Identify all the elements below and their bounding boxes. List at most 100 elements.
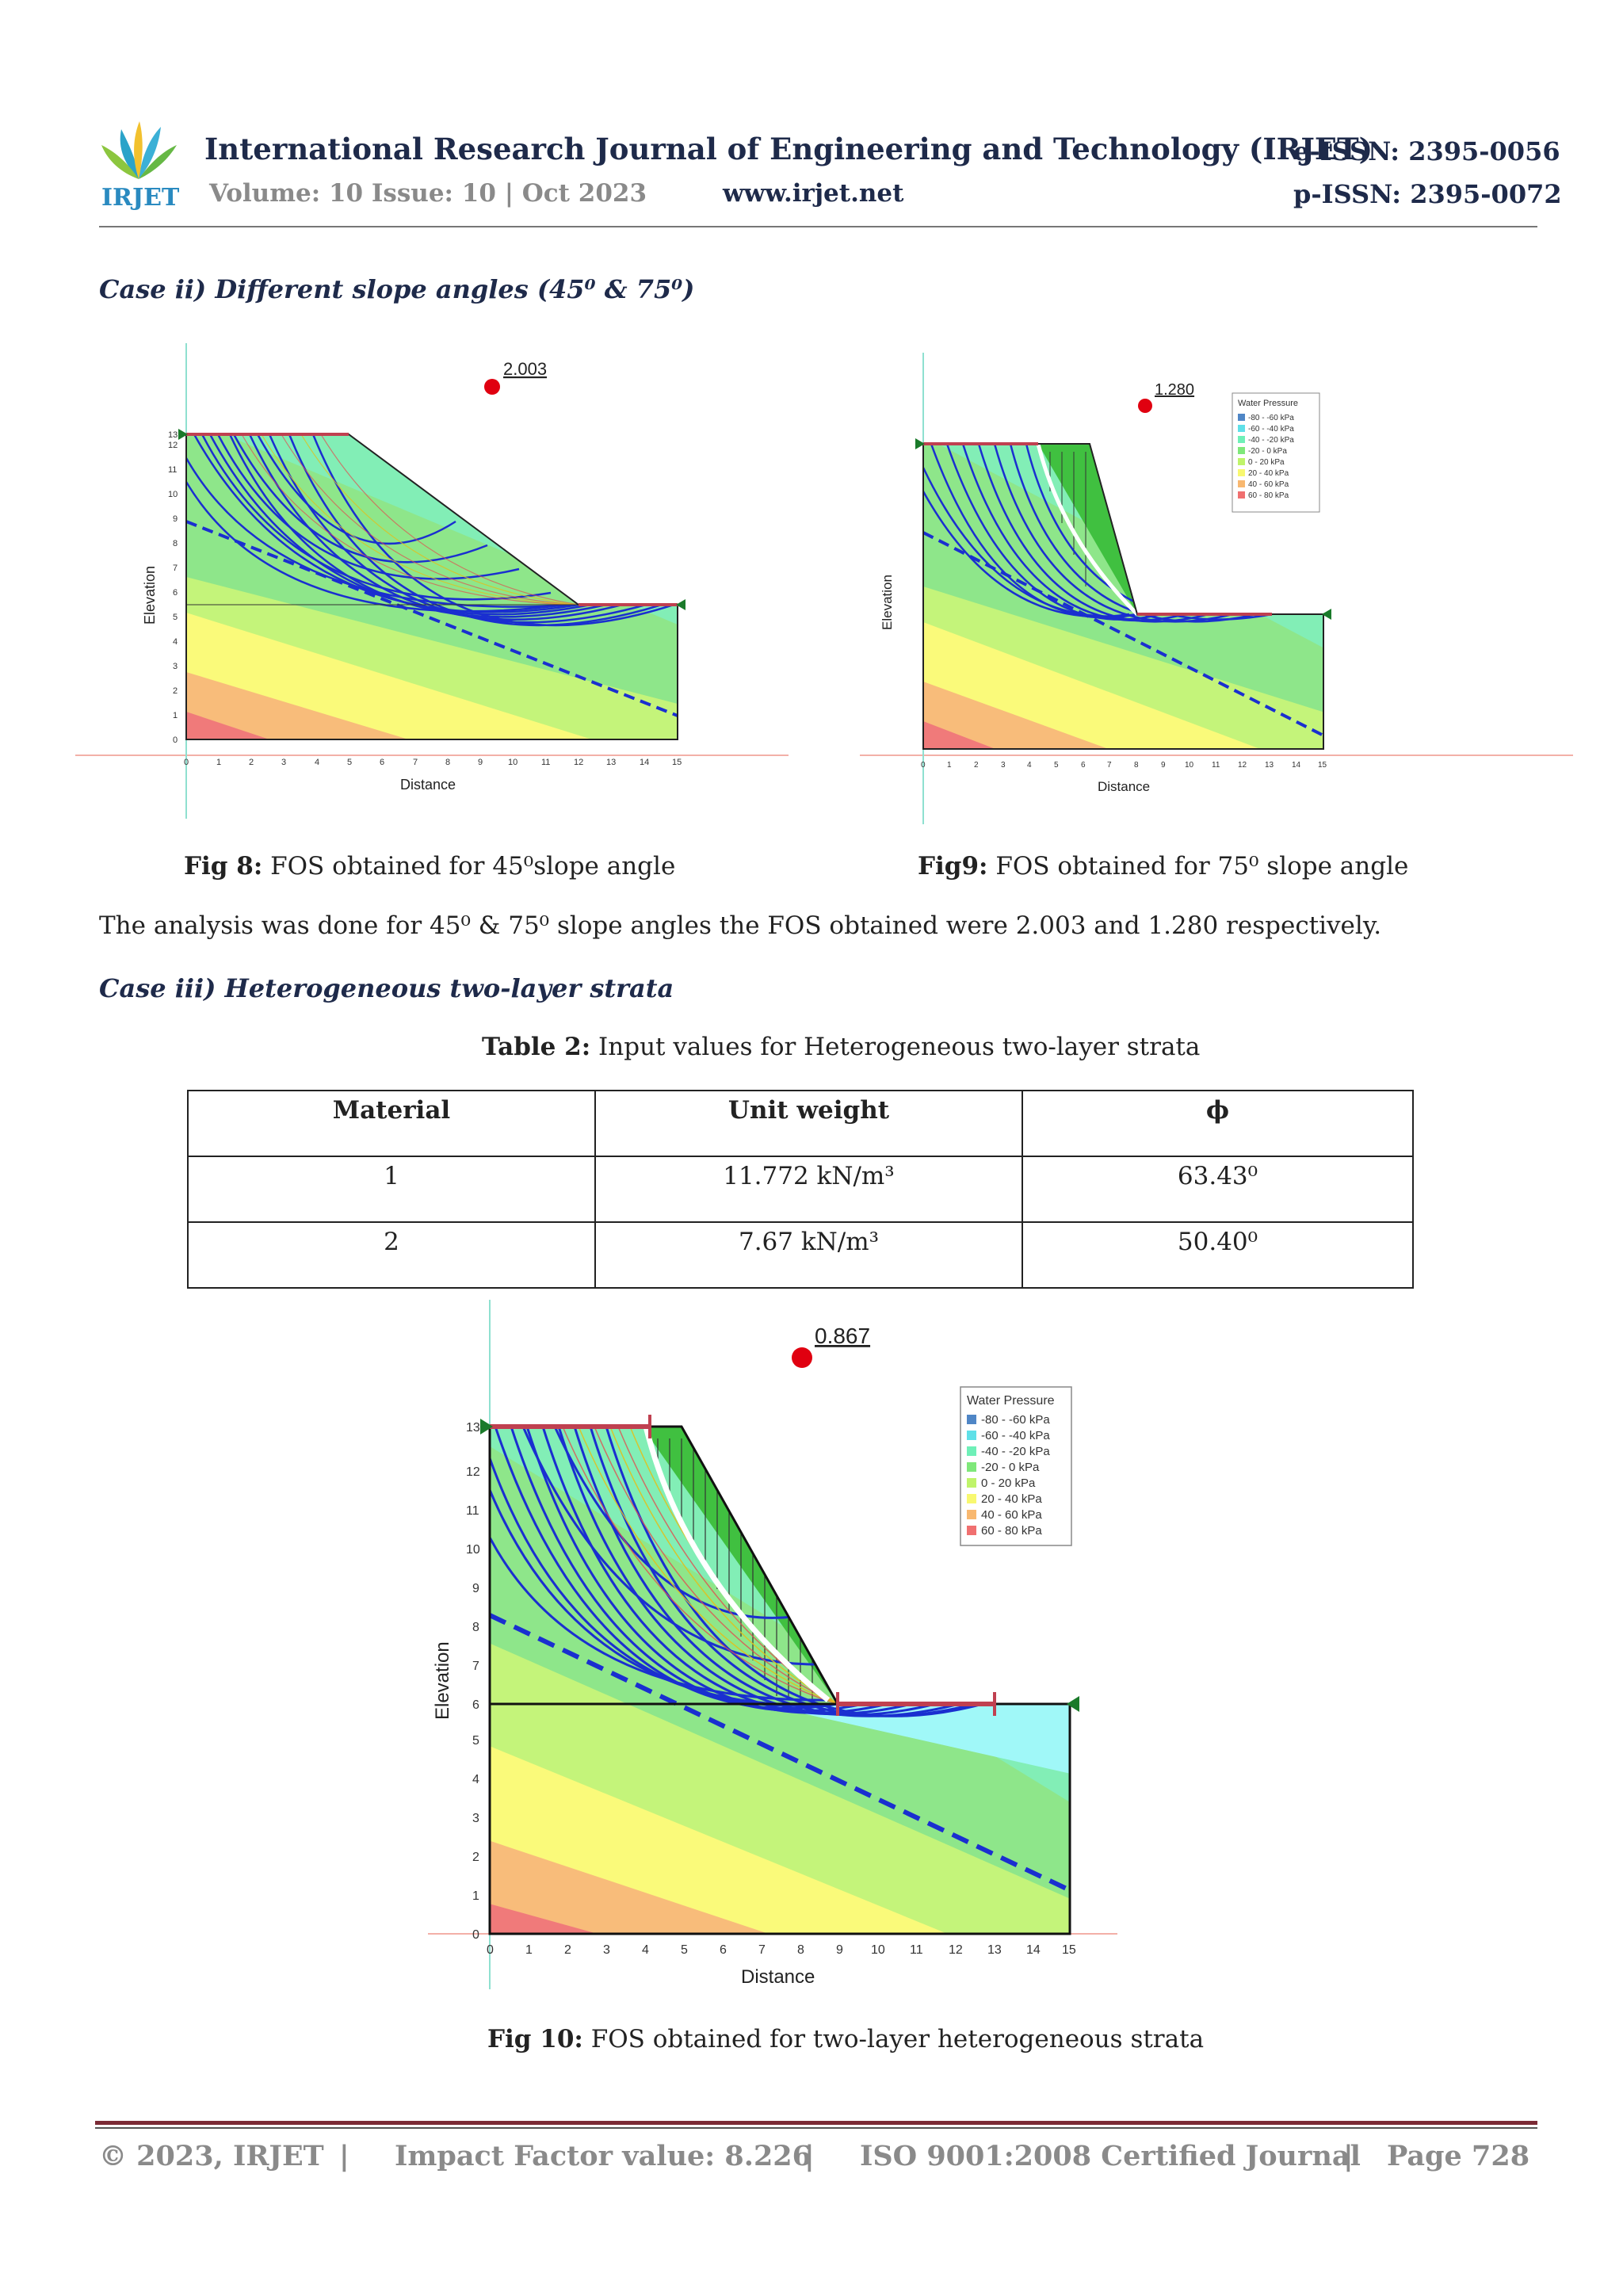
svg-text:-40 - -20 kPa: -40 - -20 kPa bbox=[981, 1445, 1050, 1458]
svg-text:60 - 80 kPa: 60 - 80 kPa bbox=[981, 1524, 1042, 1538]
svg-text:9: 9 bbox=[478, 758, 483, 767]
svg-text:4: 4 bbox=[1027, 761, 1032, 770]
svg-text:-60 - -40 kPa: -60 - -40 kPa bbox=[981, 1429, 1050, 1442]
journal-title: International Research Journal of Engine… bbox=[204, 132, 1373, 166]
fig10-caption: Fig 10: FOS obtained for two-layer heter… bbox=[487, 2025, 1205, 2053]
svg-text:2: 2 bbox=[472, 1851, 479, 1864]
svg-text:13: 13 bbox=[168, 430, 178, 440]
svg-text:6: 6 bbox=[472, 1698, 479, 1712]
svg-text:11: 11 bbox=[466, 1504, 479, 1518]
footer-iso: ISO 9001:2008 Certified Journal bbox=[860, 2140, 1361, 2172]
svg-text:10: 10 bbox=[1185, 761, 1194, 770]
svg-text:3: 3 bbox=[1001, 761, 1006, 770]
svg-text:20 - 40 kPa: 20 - 40 kPa bbox=[1248, 469, 1289, 478]
svg-text:40 - 60 kPa: 40 - 60 kPa bbox=[1248, 480, 1289, 489]
svg-text:Water Pressure: Water Pressure bbox=[1238, 399, 1298, 408]
svg-text:6: 6 bbox=[173, 588, 178, 598]
footer-separator: | bbox=[339, 2140, 349, 2172]
fig8-fos-marker bbox=[484, 379, 500, 395]
table-cell: 1 bbox=[187, 1156, 596, 1223]
fig9-x-ticks: 0 1 2 3 4 5 6 7 8 9 10 11 12 13 14 15 bbox=[921, 761, 1327, 770]
svg-text:13: 13 bbox=[606, 758, 616, 767]
svg-text:-80 - -60 kPa: -80 - -60 kPa bbox=[981, 1413, 1050, 1427]
svg-text:3: 3 bbox=[603, 1943, 610, 1957]
footer-separator: | bbox=[804, 2140, 815, 2172]
svg-text:6: 6 bbox=[1081, 761, 1086, 770]
svg-text:7: 7 bbox=[413, 758, 418, 767]
fig9-slope-plot: 1.280 Water Pressure -80 - -60 kPa -60 -… bbox=[860, 353, 1573, 824]
svg-text:8: 8 bbox=[472, 1621, 479, 1634]
svg-text:8: 8 bbox=[1134, 761, 1139, 770]
results-paragraph: The analysis was done for 45⁰ & 75⁰ slop… bbox=[99, 911, 1382, 940]
svg-text:12: 12 bbox=[574, 758, 583, 767]
table-header-row: Material Unit weight ϕ bbox=[187, 1090, 1414, 1157]
svg-text:12: 12 bbox=[168, 441, 178, 450]
svg-text:-80 - -60 kPa: -80 - -60 kPa bbox=[1248, 414, 1294, 422]
svg-text:14: 14 bbox=[1026, 1943, 1041, 1957]
svg-text:0: 0 bbox=[173, 735, 178, 745]
svg-text:0 - 20 kPa: 0 - 20 kPa bbox=[1248, 458, 1285, 467]
svg-text:12: 12 bbox=[949, 1943, 963, 1957]
svg-text:6: 6 bbox=[720, 1943, 727, 1957]
svg-text:5: 5 bbox=[347, 758, 352, 767]
table-cell: 50.40⁰ bbox=[1022, 1221, 1414, 1289]
fig8-caption: Fig 8: FOS obtained for 45⁰slope angle bbox=[184, 852, 676, 881]
svg-text:7: 7 bbox=[758, 1943, 766, 1957]
fig10-x-ticks: 0 1 2 3 4 5 6 7 8 9 10 11 12 13 14 15 bbox=[487, 1943, 1076, 1957]
svg-text:1: 1 bbox=[525, 1943, 533, 1957]
table2-caption: Table 2: Input values for Heterogeneous … bbox=[482, 1033, 1201, 1061]
svg-text:3: 3 bbox=[173, 662, 178, 671]
table-cell: 11.772 kN/m³ bbox=[594, 1156, 1023, 1223]
svg-text:10: 10 bbox=[168, 490, 178, 499]
svg-text:-40 - -20 kPa: -40 - -20 kPa bbox=[1248, 436, 1294, 445]
journal-logo: IRJET bbox=[94, 117, 185, 212]
svg-text:4: 4 bbox=[642, 1943, 649, 1957]
svg-text:3: 3 bbox=[281, 758, 286, 767]
svg-text:3: 3 bbox=[472, 1812, 479, 1825]
fig10-y-ticks: 0 1 2 3 4 5 6 7 8 9 10 11 12 13 bbox=[466, 1421, 480, 1942]
fig9-legend: Water Pressure -80 - -60 kPa -60 - -40 k… bbox=[1232, 392, 1320, 513]
svg-text:7: 7 bbox=[1107, 761, 1112, 770]
svg-text:14: 14 bbox=[1292, 761, 1301, 770]
fig8-y-ticks: 0 1 2 3 4 5 6 7 8 9 10 11 12 13 bbox=[168, 430, 178, 745]
svg-text:8: 8 bbox=[797, 1943, 804, 1957]
svg-text:10: 10 bbox=[466, 1543, 480, 1557]
header-divider bbox=[99, 226, 1537, 227]
svg-text:5: 5 bbox=[681, 1943, 688, 1957]
svg-text:13: 13 bbox=[1265, 761, 1274, 770]
table-cell: 2 bbox=[187, 1221, 596, 1289]
logo-leaves-icon bbox=[101, 121, 177, 179]
col-material: Material bbox=[187, 1090, 596, 1157]
svg-text:15: 15 bbox=[1062, 1943, 1076, 1957]
journal-website[interactable]: www.irjet.net bbox=[723, 179, 904, 208]
fig10-slope-plot: 0.867 Water Pressure -80 - -60 kPa -60 -… bbox=[428, 1300, 1117, 1989]
footer-divider-thin bbox=[95, 2127, 1537, 2129]
svg-text:11: 11 bbox=[168, 465, 177, 475]
svg-text:0 - 20 kPa: 0 - 20 kPa bbox=[981, 1477, 1036, 1490]
fig8-slope-plot: 2.003 0 1 2 3 4 5 6 7 8 9 10 11 12 13 0 … bbox=[75, 343, 789, 819]
svg-text:9: 9 bbox=[472, 1582, 479, 1595]
svg-text:15: 15 bbox=[672, 758, 682, 767]
footer-separator: | bbox=[1343, 2140, 1354, 2172]
svg-text:20 - 40 kPa: 20 - 40 kPa bbox=[981, 1492, 1042, 1506]
svg-text:60 - 80 kPa: 60 - 80 kPa bbox=[1248, 491, 1289, 500]
fig8-x-ticks: 0 1 2 3 4 5 6 7 8 9 10 11 12 13 14 15 bbox=[184, 758, 682, 767]
fig9-fos-label: 1.280 bbox=[1155, 381, 1194, 399]
svg-text:1: 1 bbox=[472, 1889, 479, 1903]
svg-text:4: 4 bbox=[173, 637, 178, 647]
footer-impact-factor: Impact Factor value: 8.226 bbox=[395, 2140, 812, 2172]
svg-text:0: 0 bbox=[921, 761, 926, 770]
footer-page-number: Page 728 bbox=[1387, 2140, 1530, 2172]
case3-heading: Case iii) Heterogeneous two-layer strata bbox=[99, 973, 674, 1003]
svg-text:12: 12 bbox=[1238, 761, 1247, 770]
table-cell: 7.67 kN/m³ bbox=[594, 1221, 1023, 1289]
table-row: 1 11.772 kN/m³ 63.43⁰ bbox=[187, 1156, 1414, 1223]
svg-text:-60 - -40 kPa: -60 - -40 kPa bbox=[1248, 425, 1294, 434]
table-cell: 63.43⁰ bbox=[1022, 1156, 1414, 1223]
svg-text:40 - 60 kPa: 40 - 60 kPa bbox=[981, 1508, 1042, 1522]
svg-text:-20 - 0 kPa: -20 - 0 kPa bbox=[981, 1461, 1040, 1474]
fig10-fos-marker bbox=[792, 1347, 812, 1368]
volume-issue: Volume: 10 Issue: 10 | Oct 2023 bbox=[209, 179, 647, 208]
svg-text:0: 0 bbox=[184, 758, 189, 767]
svg-text:2: 2 bbox=[974, 761, 979, 770]
